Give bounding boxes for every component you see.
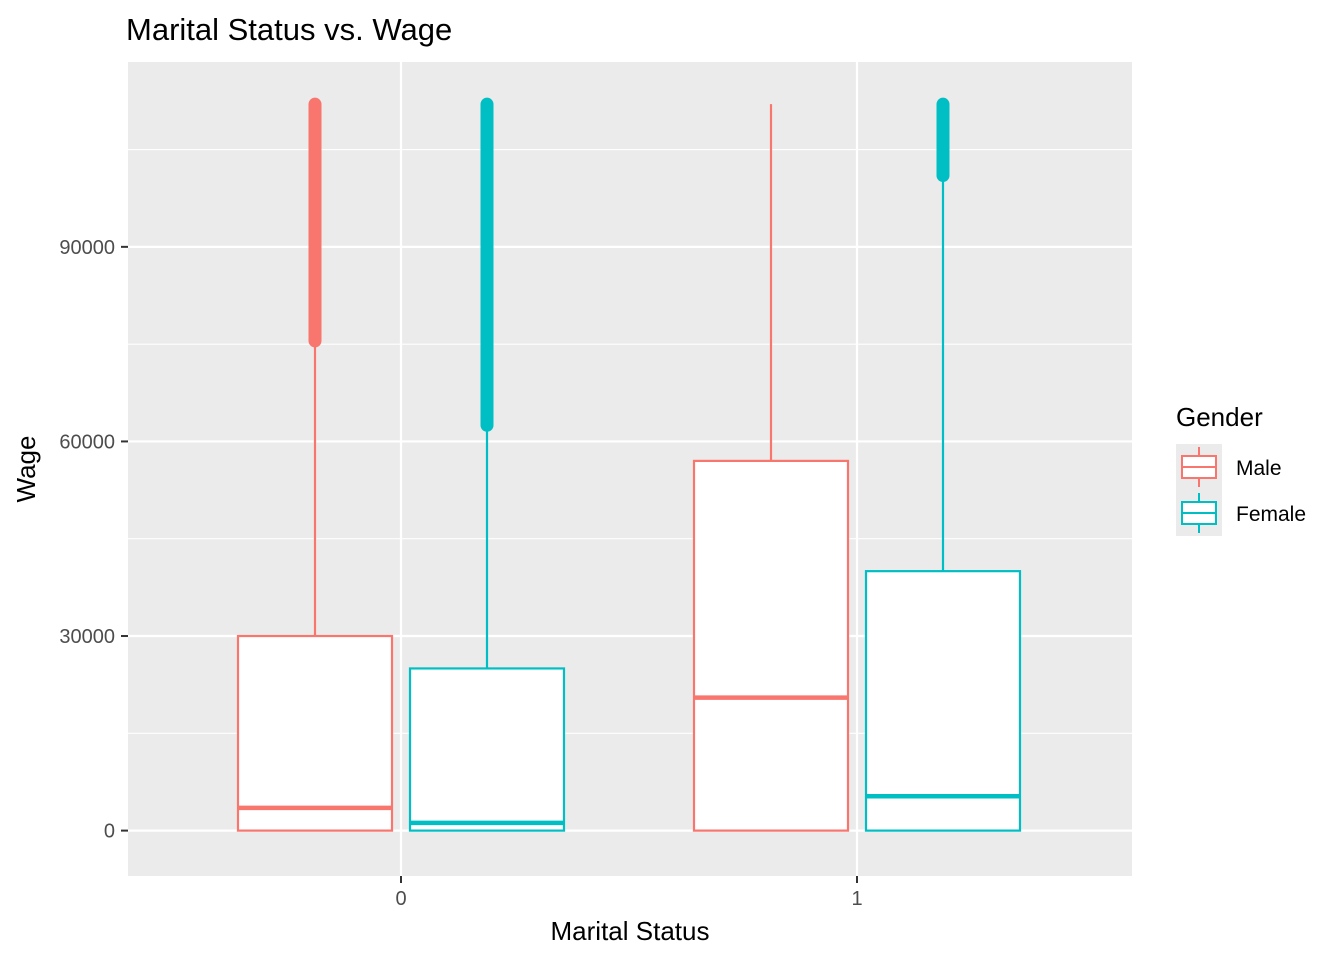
y-axis: 0 30000 60000 90000 (59, 237, 128, 843)
chart-title: Marital Status vs. Wage (126, 12, 452, 47)
box-female-1 (864, 97, 1022, 832)
iqr-box (692, 459, 850, 832)
y-tick-label: 60000 (59, 431, 115, 453)
y-axis-title: Wage (11, 436, 41, 503)
legend-label: Male (1236, 457, 1282, 480)
y-tick-label: 30000 (59, 626, 115, 648)
iqr-box (408, 667, 566, 832)
legend-title: Gender (1176, 402, 1263, 432)
iqr-box (236, 634, 394, 832)
x-tick-label: 1 (851, 888, 862, 910)
legend-label: Female (1236, 503, 1306, 526)
box-female-0 (408, 97, 566, 832)
y-tick-label: 0 (104, 821, 115, 843)
legend: Gender Male Female (1176, 402, 1306, 536)
box-series (236, 97, 1022, 832)
y-tick-label: 90000 (59, 237, 115, 259)
box-male-1 (692, 104, 850, 832)
iqr-box (864, 570, 1022, 832)
x-axis-title: Marital Status (551, 916, 710, 946)
legend-item-female: Female (1176, 490, 1306, 536)
legend-item-male: Male (1176, 444, 1282, 490)
box-male-0 (236, 97, 394, 832)
x-tick-label: 0 (395, 888, 406, 910)
